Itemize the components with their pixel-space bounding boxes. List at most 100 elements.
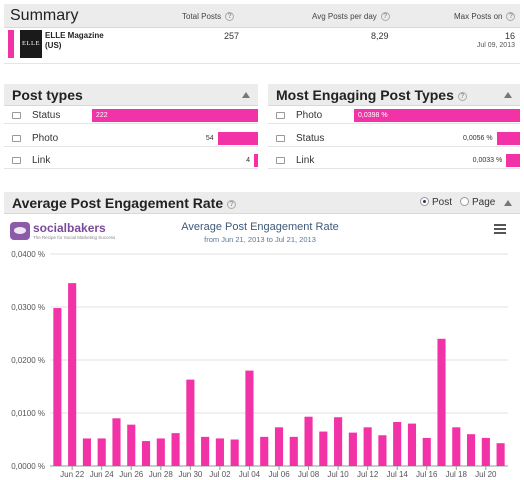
- x-tick-label: Jul 06: [268, 470, 290, 479]
- row-bar: [506, 154, 520, 167]
- bar: [274, 427, 284, 466]
- accent-bar: [8, 30, 14, 58]
- x-tick-label: Jul 12: [357, 470, 379, 479]
- x-tick-label: Jun 24: [90, 470, 115, 479]
- row-bar: [354, 109, 520, 122]
- bar: [260, 436, 269, 466]
- help-icon[interactable]: ?: [457, 91, 467, 101]
- engagement-chart: 0,0000 % 0,0100 % 0,0200 % 0,0300 % 0,0400 %…: [11, 250, 508, 479]
- bar: [393, 422, 402, 466]
- x-tick-label: Jul 04: [239, 470, 261, 479]
- list-item: Link 4: [4, 152, 258, 169]
- row-bar: [496, 132, 520, 145]
- x-tick-label: Jul 02: [209, 470, 231, 479]
- chart-title: Average Post Engagement Rate: [181, 221, 339, 233]
- engaging-header: Most Engaging Post Types?: [268, 84, 520, 106]
- bar: [156, 438, 165, 466]
- radio-page[interactable]: Page: [460, 197, 495, 208]
- x-tick-label: Jul 08: [298, 470, 320, 479]
- radio-unselected-icon: [460, 197, 469, 206]
- bar: [171, 433, 180, 466]
- collapse-icon[interactable]: [504, 92, 512, 98]
- list-item: Link 0,0033 %: [268, 152, 520, 169]
- row-value: 4: [246, 157, 250, 164]
- bar: [141, 441, 151, 466]
- help-icon[interactable]: ?: [225, 12, 235, 22]
- bar: [481, 437, 490, 466]
- brand-name[interactable]: ELLE Magazine (US): [45, 31, 104, 50]
- row-value: 0,0033 %: [472, 157, 503, 164]
- bar: [97, 438, 106, 466]
- row-bar: [92, 109, 258, 122]
- radio-post[interactable]: Post: [420, 197, 452, 208]
- bar: [215, 438, 224, 466]
- total-posts-value: 257: [224, 31, 240, 41]
- bar: [186, 379, 195, 466]
- summary-header: Summary Total Posts? Avg Posts per day? …: [4, 4, 520, 28]
- brand-logo[interactable]: ELLE: [20, 30, 42, 58]
- avg-posts-header: Avg Posts per day?: [312, 12, 390, 22]
- bar: [363, 427, 372, 466]
- chart-subtitle: from Jun 21, 2013 to Jul 21, 2013: [204, 235, 316, 244]
- x-tick-label: Jun 22: [60, 470, 85, 479]
- bar: [201, 436, 210, 466]
- bar: [127, 424, 136, 466]
- help-icon[interactable]: ?: [380, 12, 390, 22]
- bar: [348, 432, 357, 466]
- row-label: Status: [32, 110, 61, 121]
- link-icon: [276, 157, 285, 164]
- y-tick-label: 0,0300 %: [11, 303, 45, 312]
- row-value: 54: [205, 135, 214, 142]
- help-icon[interactable]: ?: [506, 12, 516, 22]
- max-posts-header: Max Posts on?: [454, 12, 516, 22]
- max-posts-date: Jul 09, 2013: [476, 42, 515, 49]
- collapse-icon[interactable]: [242, 92, 250, 98]
- x-tick-label: Jul 20: [475, 470, 497, 479]
- bar: [437, 338, 446, 466]
- x-tick-label: Jul 14: [387, 470, 409, 479]
- y-tick-label: 0,0400 %: [11, 250, 45, 259]
- bar: [112, 418, 121, 466]
- x-tick-label: Jun 30: [178, 470, 203, 479]
- row-label: Photo: [32, 133, 59, 144]
- row-label: Photo: [296, 110, 323, 121]
- menu-icon[interactable]: [494, 224, 506, 234]
- bar: [407, 423, 417, 466]
- bar: [68, 283, 77, 466]
- row-value: 0,0398 %: [358, 112, 388, 119]
- bar: [230, 439, 239, 466]
- row-label: Status: [296, 133, 325, 144]
- link-icon: [12, 157, 21, 164]
- x-tick-label: Jun 28: [149, 470, 174, 479]
- bar: [319, 431, 328, 466]
- x-tick-label: Jun 26: [119, 470, 144, 479]
- engaging-title: Most Engaging Post Types?: [276, 87, 467, 103]
- bar: [452, 427, 461, 466]
- bar: [304, 416, 313, 466]
- bar: [496, 443, 505, 466]
- x-tick-label: Jul 16: [416, 470, 438, 479]
- y-tick-label: 0,0000 %: [11, 462, 45, 471]
- socialbakers-icon: [10, 222, 30, 240]
- bar: [289, 436, 298, 466]
- x-tick-label: Jul 10: [327, 470, 349, 479]
- list-item: Photo 54: [4, 130, 258, 147]
- row-value: 222: [96, 112, 108, 119]
- row-label: Link: [32, 155, 51, 166]
- photo-icon: [12, 135, 21, 142]
- row-value: 0,0056 %: [463, 135, 493, 142]
- row-bar: [217, 132, 258, 145]
- bar: [467, 434, 476, 466]
- status-icon: [276, 135, 285, 142]
- y-tick-label: 0,0200 %: [11, 356, 45, 365]
- bar: [334, 417, 343, 466]
- help-icon[interactable]: ?: [227, 199, 237, 209]
- engagement-header: Average Post Engagement Rate? Post Page: [4, 192, 520, 214]
- status-icon: [12, 112, 21, 119]
- max-posts-value: 16: [504, 31, 515, 41]
- list-item: Status 222: [4, 107, 258, 124]
- bar: [53, 308, 62, 466]
- total-posts-header: Total Posts?: [182, 12, 235, 22]
- bar: [82, 438, 91, 466]
- collapse-icon[interactable]: [504, 200, 512, 206]
